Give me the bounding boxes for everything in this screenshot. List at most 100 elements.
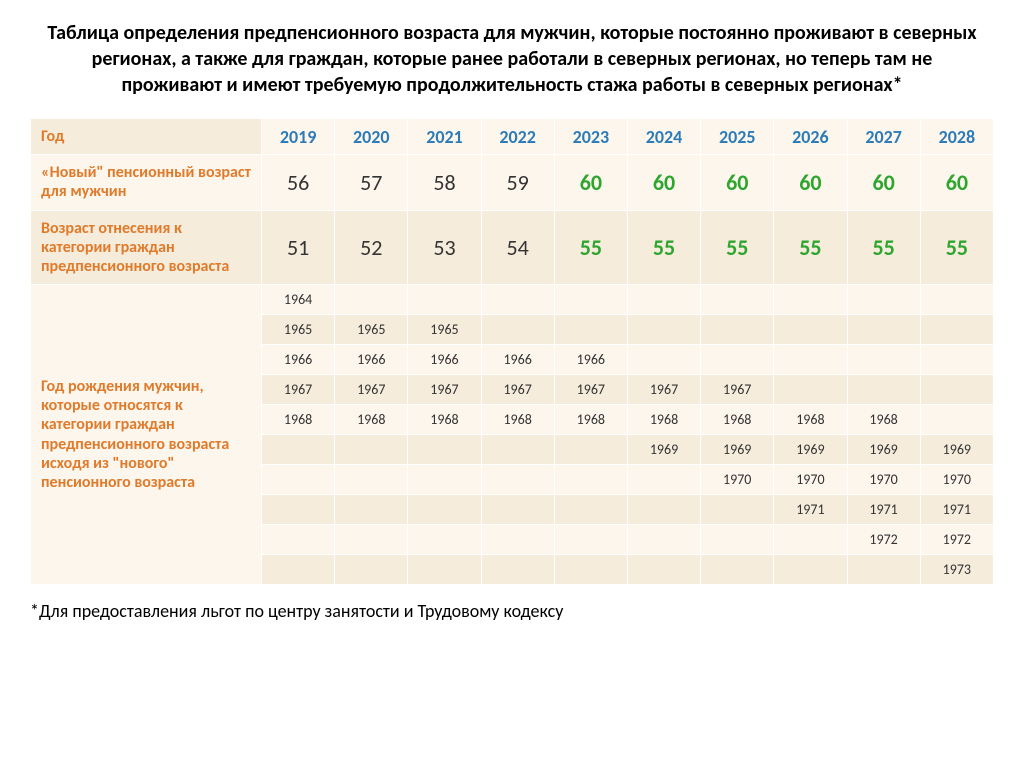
cell (701, 525, 774, 555)
cell: 58 (408, 155, 481, 210)
cell: 1967 (481, 375, 554, 405)
cell: 1968 (701, 405, 774, 435)
cell: 60 (774, 155, 847, 210)
cell (847, 555, 920, 585)
cell (847, 285, 920, 315)
cell: 1973 (920, 555, 993, 585)
cell (408, 525, 481, 555)
cell: 1968 (408, 405, 481, 435)
cell: 1966 (335, 345, 408, 375)
cell (627, 495, 700, 525)
cell (847, 375, 920, 405)
cell: 52 (335, 210, 408, 285)
cell: 1969 (774, 435, 847, 465)
cell (627, 525, 700, 555)
cell: 1966 (554, 345, 627, 375)
cell (554, 525, 627, 555)
cell (262, 495, 335, 525)
cell: 1970 (847, 465, 920, 495)
year-col: 2025 (701, 119, 774, 155)
cell (481, 285, 554, 315)
cell (262, 555, 335, 585)
year-col: 2022 (481, 119, 554, 155)
cell (262, 465, 335, 495)
cell (481, 555, 554, 585)
cell (554, 495, 627, 525)
year-col: 2023 (554, 119, 627, 155)
cell (774, 375, 847, 405)
cell: 57 (335, 155, 408, 210)
prepension-category-row: Возраст отнесения к категории граждан пр… (31, 210, 994, 285)
year-col: 2028 (920, 119, 993, 155)
cell (481, 465, 554, 495)
cell (774, 315, 847, 345)
cell: 1967 (335, 375, 408, 405)
cell (920, 405, 993, 435)
header-label: Год (31, 119, 262, 155)
cell: 1970 (920, 465, 993, 495)
year-col: 2027 (847, 119, 920, 155)
cell (262, 525, 335, 555)
year-col: 2021 (408, 119, 481, 155)
cell (701, 495, 774, 525)
cell: 1965 (408, 315, 481, 345)
cell: 56 (262, 155, 335, 210)
cell (481, 495, 554, 525)
cell: 1967 (701, 375, 774, 405)
cell: 51 (262, 210, 335, 285)
cell (335, 285, 408, 315)
cell: 1967 (554, 375, 627, 405)
cell: 1966 (408, 345, 481, 375)
cell: 1969 (701, 435, 774, 465)
cell (408, 555, 481, 585)
cell (920, 345, 993, 375)
pension-table: Год 2019 2020 2021 2022 2023 2024 2025 2… (30, 118, 994, 585)
cell (335, 495, 408, 525)
cell: 55 (920, 210, 993, 285)
cell: 1967 (262, 375, 335, 405)
header-row: Год 2019 2020 2021 2022 2023 2024 2025 2… (31, 119, 994, 155)
cell (335, 555, 408, 585)
cell: 60 (920, 155, 993, 210)
cell: 1968 (335, 405, 408, 435)
cell (701, 315, 774, 345)
cell (920, 315, 993, 345)
birth-year-row: Год рождения мужчин, которые относятся к… (31, 285, 994, 315)
cell: 55 (627, 210, 700, 285)
cell: 55 (774, 210, 847, 285)
cell (627, 315, 700, 345)
cell (481, 435, 554, 465)
cell (774, 345, 847, 375)
birth-block-label: Год рождения мужчин, которые относятся к… (31, 285, 262, 585)
cell: 1968 (554, 405, 627, 435)
cell: 1970 (701, 465, 774, 495)
cell: 1965 (262, 315, 335, 345)
year-col: 2019 (262, 119, 335, 155)
cell: 1966 (262, 345, 335, 375)
cell (554, 465, 627, 495)
cell (262, 435, 335, 465)
cell: 1967 (408, 375, 481, 405)
year-col: 2024 (627, 119, 700, 155)
cell: 60 (701, 155, 774, 210)
cell: 1968 (774, 405, 847, 435)
cell (481, 525, 554, 555)
row-label: Возраст отнесения к категории граждан пр… (31, 210, 262, 285)
cell: 1968 (627, 405, 700, 435)
cell: 1968 (847, 405, 920, 435)
cell: 55 (554, 210, 627, 285)
cell: 1970 (774, 465, 847, 495)
cell: 1965 (335, 315, 408, 345)
cell: 1966 (481, 345, 554, 375)
cell (408, 435, 481, 465)
cell: 1971 (774, 495, 847, 525)
cell (554, 435, 627, 465)
cell (920, 285, 993, 315)
cell (774, 555, 847, 585)
year-col: 2020 (335, 119, 408, 155)
cell (701, 285, 774, 315)
cell: 1968 (481, 405, 554, 435)
cell: 53 (408, 210, 481, 285)
cell: 1967 (627, 375, 700, 405)
cell (335, 435, 408, 465)
